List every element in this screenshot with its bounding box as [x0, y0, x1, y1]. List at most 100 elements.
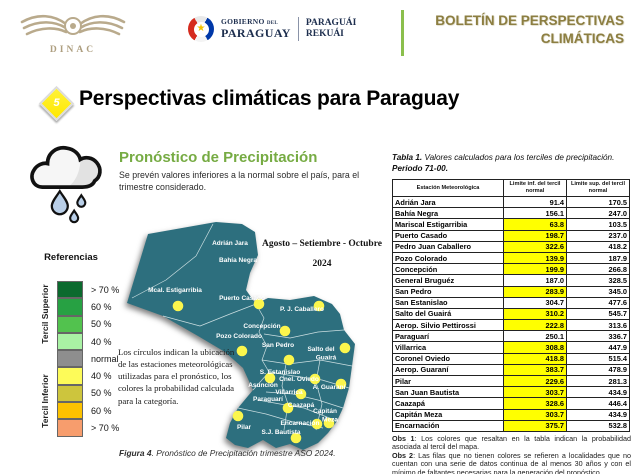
paraguay-map-svg: Adrián Jara Bahía Negra Mcal. Estigarribia…	[127, 222, 355, 450]
station-label: Bahía Negra	[219, 257, 257, 264]
station-name-cell: Caazapá	[392, 397, 504, 410]
limit-sup-cell: 313.6	[566, 319, 630, 332]
limit-inf-cell: 310.2	[503, 307, 567, 321]
station-label: San Pedro	[262, 342, 294, 349]
forecast-description: Se prevén valores inferiores a la normal…	[119, 170, 360, 192]
station-name-cell: Pilar	[392, 374, 504, 388]
bulletin-title: BOLETÍN DE PERSPECTIVAS CLIMÁTICAS	[404, 12, 624, 47]
table-row: Encarnación 375.7 532.8	[392, 419, 630, 432]
legend-title: Referencias	[44, 252, 98, 263]
table-row: Aerop. Guaraní 383.7 478.9	[392, 363, 630, 377]
legend-entries: > 70 % 60 % 50 % 40 % normal 40 % 50 % 60 % > 70…	[57, 281, 119, 437]
station-label: S. Estanislao	[260, 369, 300, 376]
station-dot	[335, 378, 347, 390]
station-dot	[172, 300, 184, 312]
gov-guarani-line1: PARAGUÁI	[305, 18, 357, 29]
limit-inf-cell: 303.7	[503, 386, 567, 399]
col-header-inf: Limite inf. del tercil normal	[503, 179, 567, 197]
legend-swatch	[57, 384, 83, 403]
legend-entry: > 70 %	[57, 281, 120, 299]
limit-inf-cell: 304.7	[503, 296, 567, 309]
station-name-cell: Coronel Oviedo	[392, 352, 504, 365]
table-row: Capitán Meza 303.7 434.9	[392, 408, 630, 421]
station-name-cell: San Estanislao	[392, 296, 504, 309]
limit-sup-cell: 345.0	[566, 285, 630, 298]
map-note: Los círculos indican la ubicación de las…	[118, 347, 235, 406]
gobierno-paraguay-logo: ★ GOBIERNO DEL PARAGUAY PARAGUÁI REKUÁI	[188, 16, 356, 42]
station-dots	[172, 298, 351, 444]
station-dot	[295, 388, 307, 400]
station-label: Villarrica	[275, 389, 303, 396]
station-label: Encarnación	[280, 420, 319, 427]
station-dot	[236, 345, 248, 357]
figure-caption-number: Figura 4	[119, 448, 152, 458]
limit-sup-cell: 103.5	[566, 218, 630, 231]
legend-entry: 50 %	[57, 384, 119, 403]
limit-sup-cell: 478.9	[566, 363, 630, 377]
station-dot	[313, 300, 325, 312]
paraguay-map: Adrián Jara Bahía Negra Mcal. Estigarribia…	[118, 218, 385, 468]
col-header-station: Estación Meteorológica	[392, 179, 504, 197]
table-row: Pedro Juan Caballero 322.6 418.2	[392, 240, 630, 253]
station-label: Adrián Jara	[212, 240, 248, 247]
station-label: Pozo Colorado	[216, 333, 262, 340]
obs2-text: : Las filas que no tienen colores se ref…	[392, 451, 631, 474]
limit-inf-cell: 303.7	[503, 408, 567, 421]
station-name-cell: Aerop. Silvio Pettirossi	[392, 319, 504, 332]
limit-inf-cell: 322.6	[503, 240, 567, 253]
limit-sup-cell: 266.8	[566, 263, 630, 276]
station-dot	[290, 432, 302, 444]
limit-inf-cell: 91.4	[503, 195, 567, 209]
gov-word-gobierno: GOBIERNO	[221, 17, 265, 26]
table-row: Villarrica 308.8 447.9	[392, 341, 630, 354]
station-dot	[283, 354, 295, 366]
legend-label: > 70 %	[91, 284, 120, 295]
table-row: Adrián Jara 91.4 170.5	[392, 195, 630, 209]
limit-inf-cell: 383.7	[503, 363, 567, 377]
station-dot	[282, 402, 294, 414]
limit-sup-cell: 247.0	[566, 207, 630, 220]
rain-drop-icon	[50, 189, 87, 224]
limit-inf-cell: 63.8	[503, 218, 567, 231]
table-title-period: Periodo 71-00.	[392, 164, 448, 174]
station-label: Paraguarí	[253, 396, 283, 403]
legend-entry: 40 %	[57, 332, 119, 351]
legend-label: 40 %	[91, 336, 112, 347]
station-name-cell: Adrián Jara	[392, 195, 504, 209]
station-dot	[264, 372, 276, 384]
gov-guarani-line2: REKUÁI	[305, 29, 344, 39]
station-label: Asunción	[248, 382, 278, 389]
table-row: Caazapá 328.6 446.4	[392, 397, 630, 410]
station-name-cell: Encarnación	[392, 419, 504, 432]
section-number-badge: 5	[38, 85, 75, 122]
limit-inf-cell: 283.9	[503, 285, 567, 298]
station-name-cell: Mariscal Estigarribia	[392, 218, 504, 231]
tercil-superior-label: Tercil Superior	[40, 284, 50, 344]
legend-swatch	[57, 350, 83, 368]
legend-entry: 50 %	[57, 315, 119, 333]
station-name-cell: Salto del Guairá	[392, 307, 504, 321]
table-title-rest: Valores calculados para los terciles de …	[422, 153, 615, 162]
station-label: P. J. Caballero	[280, 306, 324, 313]
limit-inf-cell: 418.8	[503, 352, 567, 365]
obs1-label: Obs 1	[392, 434, 415, 443]
station-name-cell: Pedro Juan Caballero	[392, 240, 504, 253]
table-row: San Juan Bautista 303.7 434.9	[392, 386, 630, 399]
tercil-inferior-label: Tercil Inferior	[40, 374, 50, 428]
limit-inf-cell: 375.7	[503, 419, 567, 432]
station-labels: Adrián Jara Bahía Negra Mcal. Estigarribia…	[148, 240, 346, 436]
bulletin-title-line2: CLIMÁTICAS	[540, 30, 624, 46]
station-name-cell: San Juan Bautista	[392, 386, 504, 399]
legend-entry: > 70 %	[57, 419, 119, 437]
limit-inf-cell: 308.8	[503, 341, 567, 354]
station-dot	[339, 342, 351, 354]
legend-label: 50 %	[91, 319, 112, 330]
station-dot	[253, 298, 265, 310]
limit-sup-cell: 446.4	[566, 397, 630, 410]
station-label: A. Guaraní	[313, 384, 346, 391]
station-label: Caazapá	[288, 402, 315, 409]
gov-word-paraguay: PARAGUAY	[221, 26, 291, 40]
station-dot	[279, 325, 291, 337]
limit-sup-cell: 281.3	[566, 374, 630, 388]
